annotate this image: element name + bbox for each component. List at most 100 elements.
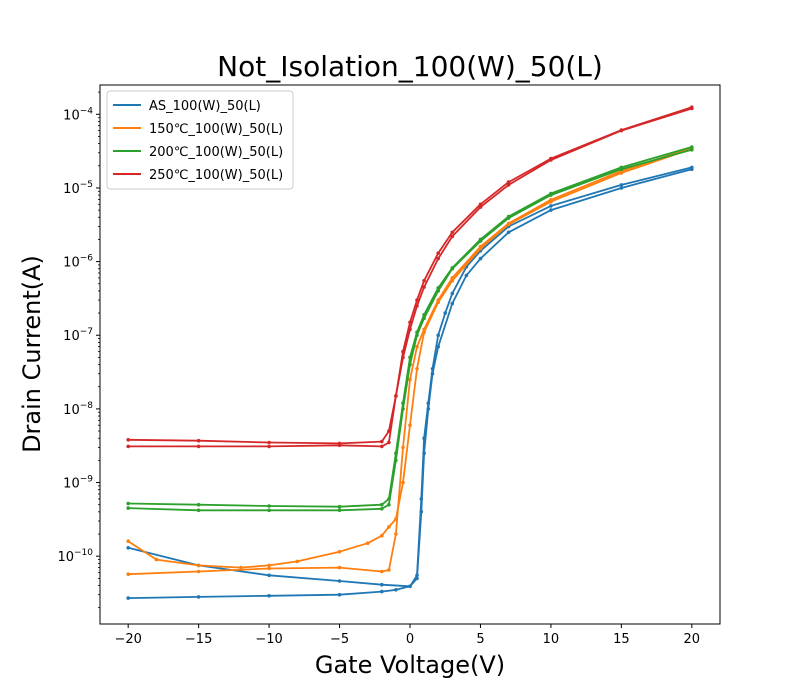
data-point xyxy=(126,444,130,449)
data-point xyxy=(408,377,412,382)
data-point xyxy=(690,105,694,109)
data-point xyxy=(506,214,511,219)
y-tick-exponent: −8 xyxy=(80,401,94,411)
series-line-reverse xyxy=(127,166,693,588)
series-line-forward xyxy=(128,147,693,576)
data-point xyxy=(337,549,342,554)
data-point xyxy=(506,180,511,184)
y-tick-base: 10 xyxy=(63,403,80,418)
data-point xyxy=(408,320,412,325)
y-tick-exponent: −10 xyxy=(74,548,93,558)
legend-box xyxy=(106,90,294,190)
series-line-forward xyxy=(128,148,693,512)
data-point xyxy=(380,569,384,574)
y-tick-label: 10−6 xyxy=(63,254,93,271)
data-point xyxy=(394,394,398,398)
data-point xyxy=(450,266,455,270)
data-point xyxy=(436,286,441,290)
data-point xyxy=(690,145,694,149)
data-point xyxy=(196,438,201,443)
data-point xyxy=(422,436,426,441)
data-point xyxy=(549,208,553,212)
y-tick-label: 10−5 xyxy=(63,180,93,197)
data-point xyxy=(436,333,441,338)
data-point xyxy=(422,330,426,335)
series-3 xyxy=(126,105,694,449)
data-point xyxy=(196,508,201,513)
y-tick-base: 10 xyxy=(63,256,80,271)
x-tick-label: 15 xyxy=(613,632,630,647)
y-tick-base: 10 xyxy=(63,108,80,123)
data-point xyxy=(401,349,405,354)
legend-label: 200℃_100(W)_50(L) xyxy=(149,145,283,160)
data-point xyxy=(380,582,384,587)
data-point xyxy=(126,572,130,576)
data-point xyxy=(267,563,271,568)
data-point xyxy=(549,191,553,196)
y-tick-exponent: −7 xyxy=(80,327,93,337)
data-point xyxy=(415,344,419,349)
y-tick-exponent: −6 xyxy=(80,254,94,264)
y-tick-label: 10−7 xyxy=(63,327,93,344)
x-tick-label: −5 xyxy=(330,632,349,647)
data-point xyxy=(267,566,271,571)
data-point xyxy=(380,439,384,444)
data-point xyxy=(506,230,511,235)
data-point xyxy=(196,563,201,568)
data-point xyxy=(196,502,201,507)
data-point xyxy=(239,565,243,570)
data-point xyxy=(387,429,391,433)
y-tick-base: 10 xyxy=(63,477,80,492)
data-point xyxy=(619,128,624,132)
y-tick-base: 10 xyxy=(63,182,80,197)
y-tick-label: 10−10 xyxy=(57,548,93,565)
data-point xyxy=(450,234,455,239)
data-point xyxy=(394,588,398,592)
data-point xyxy=(380,444,384,449)
y-tick-base: 10 xyxy=(57,550,74,565)
x-tick-label: 20 xyxy=(684,632,701,647)
data-point xyxy=(408,584,412,589)
data-point xyxy=(436,300,441,305)
x-tick-label: 10 xyxy=(543,632,560,647)
data-point xyxy=(415,367,419,371)
data-point xyxy=(337,508,342,513)
data-point xyxy=(401,480,405,485)
data-point xyxy=(154,557,159,562)
legend-label: AS_100(W)_50(L) xyxy=(149,99,261,114)
y-tick-exponent: −5 xyxy=(80,180,93,190)
legend-label: 250℃_100(W)_50(L) xyxy=(149,168,283,183)
data-point xyxy=(126,506,130,510)
data-point xyxy=(619,183,624,187)
data-point xyxy=(365,541,370,545)
data-point xyxy=(408,423,412,428)
data-point xyxy=(387,502,391,507)
data-point xyxy=(619,171,624,175)
y-tick-exponent: −4 xyxy=(80,106,94,116)
data-point xyxy=(337,504,342,509)
data-point xyxy=(415,573,419,578)
series-line-reverse xyxy=(128,146,693,508)
data-point xyxy=(415,330,419,335)
data-point xyxy=(126,546,130,550)
chart-title: Not_Isolation_100(W)_50(L) xyxy=(217,50,603,83)
data-point xyxy=(408,355,412,360)
data-point xyxy=(478,202,483,207)
data-point xyxy=(506,183,511,187)
data-point xyxy=(295,559,300,564)
data-point xyxy=(443,311,448,315)
data-point xyxy=(337,565,342,570)
data-point xyxy=(196,569,201,574)
data-point xyxy=(337,441,342,446)
data-point xyxy=(380,507,384,511)
data-point xyxy=(267,508,271,513)
data-point xyxy=(387,497,391,501)
series-line-reverse xyxy=(128,106,693,445)
x-tick-label: −10 xyxy=(255,632,282,647)
data-point xyxy=(619,186,624,190)
data-point xyxy=(267,444,271,449)
data-point xyxy=(394,532,398,536)
data-point xyxy=(126,501,130,506)
data-point xyxy=(419,497,424,501)
